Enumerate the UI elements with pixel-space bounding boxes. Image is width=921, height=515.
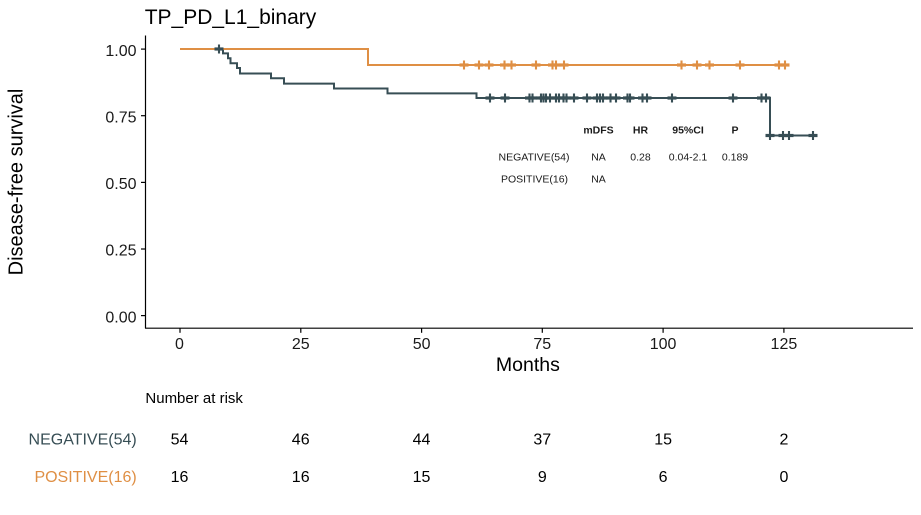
svg-text:P: P	[731, 125, 738, 137]
svg-text:0.50: 0.50	[105, 176, 136, 193]
svg-text:54: 54	[171, 431, 189, 448]
svg-text:50: 50	[413, 336, 431, 353]
svg-text:HR: HR	[633, 125, 649, 137]
svg-text:6: 6	[659, 469, 668, 486]
svg-text:POSITIVE(16): POSITIVE(16)	[501, 174, 568, 186]
svg-text:0.28: 0.28	[630, 152, 651, 164]
svg-text:15: 15	[654, 431, 672, 448]
svg-text:NA: NA	[591, 174, 606, 186]
svg-text:0: 0	[779, 469, 788, 486]
svg-text:2: 2	[779, 431, 788, 448]
svg-text:25: 25	[292, 336, 310, 353]
svg-text:mDFS: mDFS	[583, 125, 613, 137]
svg-text:0.00: 0.00	[105, 309, 136, 326]
svg-text:46: 46	[292, 431, 310, 448]
svg-text:NEGATIVE(54): NEGATIVE(54)	[29, 431, 137, 448]
svg-text:95%CI: 95%CI	[672, 125, 704, 137]
svg-text:Disease-free survival: Disease-free survival	[6, 89, 28, 276]
svg-text:16: 16	[171, 469, 189, 486]
svg-text:Number at risk: Number at risk	[145, 390, 243, 407]
svg-text:1.00: 1.00	[105, 43, 136, 60]
svg-text:9: 9	[538, 469, 547, 486]
svg-text:NEGATIVE(54): NEGATIVE(54)	[499, 152, 570, 164]
svg-text:0.189: 0.189	[722, 152, 748, 164]
svg-text:Months: Months	[496, 354, 560, 376]
svg-text:15: 15	[413, 469, 431, 486]
svg-text:NA: NA	[591, 152, 606, 164]
svg-text:TP_PD_L1_binary: TP_PD_L1_binary	[145, 6, 317, 29]
svg-text:POSITIVE(16): POSITIVE(16)	[34, 469, 136, 486]
svg-text:0.04-2.1: 0.04-2.1	[669, 152, 708, 164]
svg-text:0.25: 0.25	[105, 243, 136, 260]
svg-text:0: 0	[175, 336, 184, 353]
svg-text:100: 100	[650, 336, 677, 353]
svg-text:75: 75	[533, 336, 551, 353]
svg-text:125: 125	[771, 336, 798, 353]
svg-text:0.75: 0.75	[105, 109, 136, 126]
svg-text:37: 37	[533, 431, 551, 448]
svg-text:16: 16	[292, 469, 310, 486]
svg-text:44: 44	[413, 431, 431, 448]
